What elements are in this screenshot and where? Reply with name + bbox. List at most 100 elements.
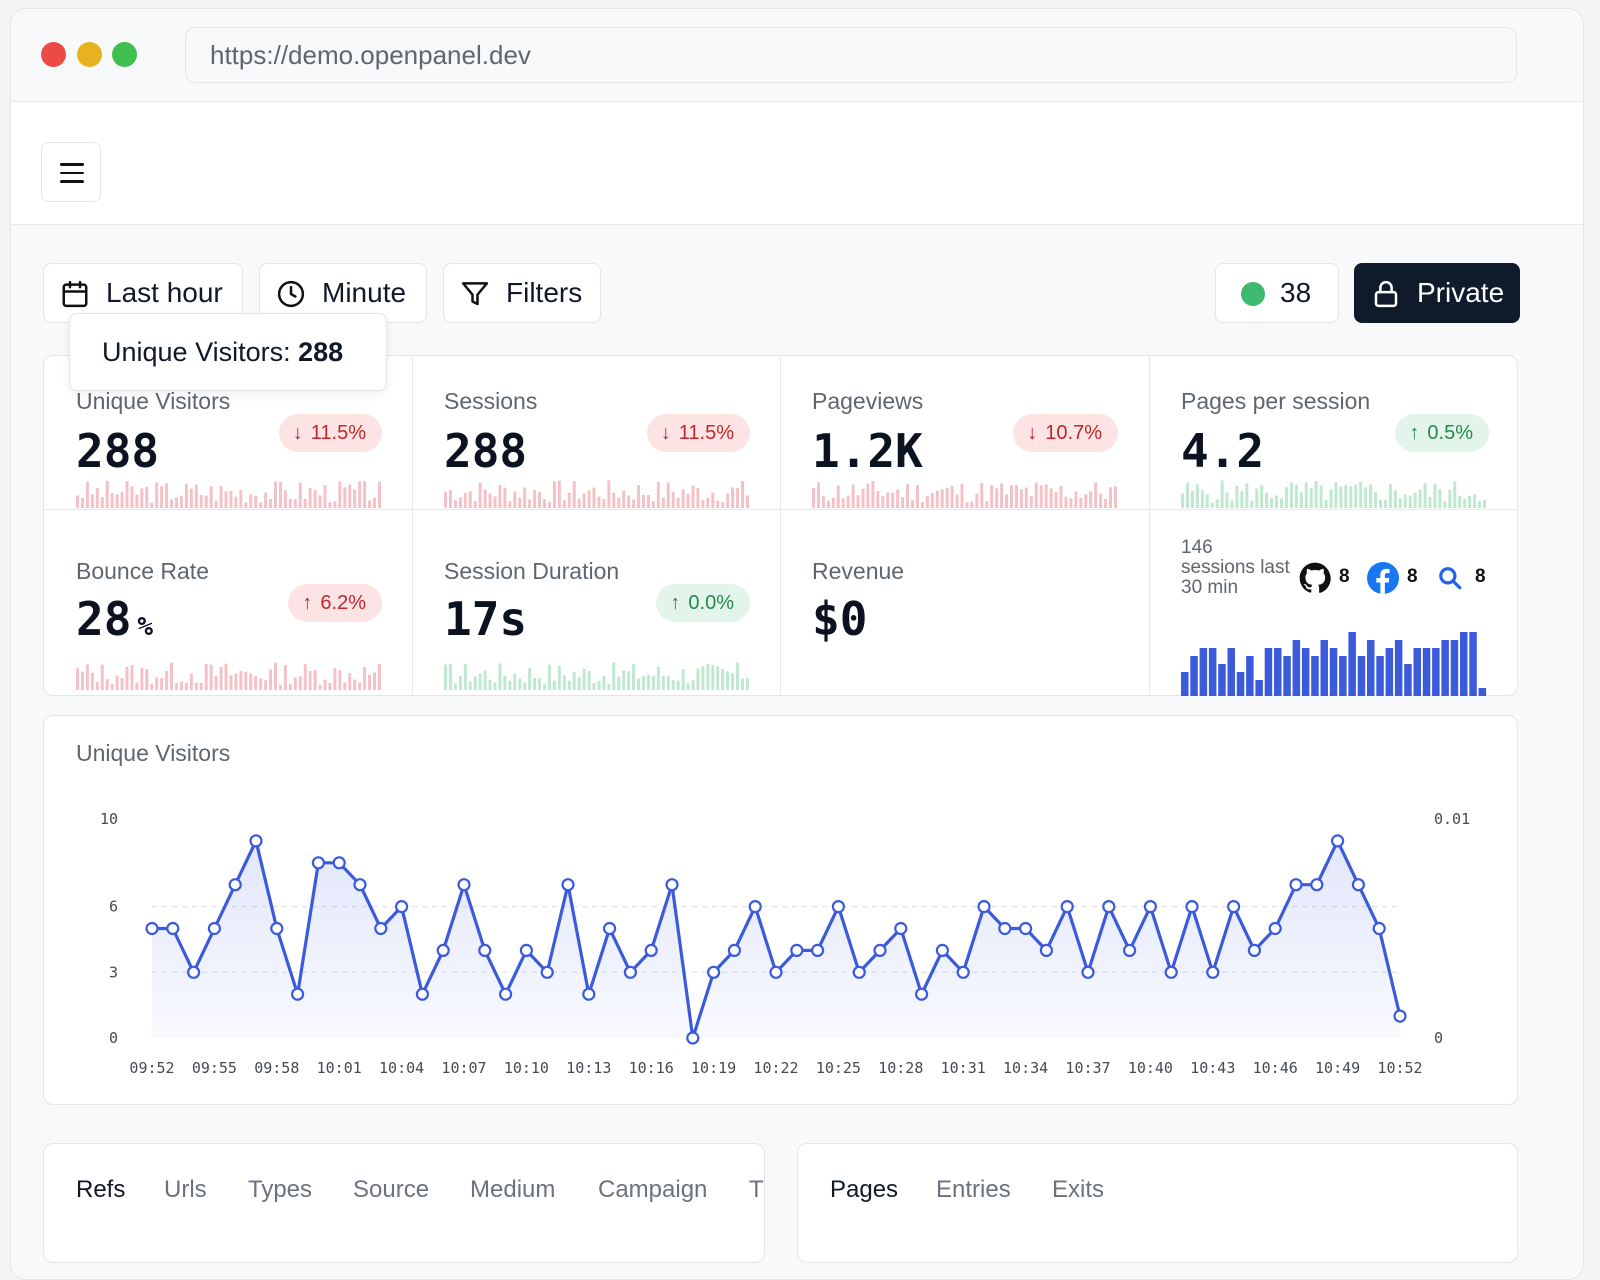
data-point (852, 965, 866, 979)
stat-card[interactable]: Revenue $0 (780, 510, 1148, 696)
data-point (478, 943, 492, 957)
tab-medium[interactable]: Medium (470, 1176, 556, 1203)
github-icon (1299, 562, 1331, 593)
data-point (415, 987, 429, 1001)
pages-panel: Pages Entries Exits (797, 1143, 1518, 1263)
realtime-bar (1450, 640, 1459, 696)
data-point (1351, 878, 1366, 892)
stat-value-text: 4.2 (1181, 424, 1265, 478)
data-point (623, 965, 638, 979)
data-point (602, 921, 617, 936)
x-tick-label: 10:13 (566, 1059, 611, 1077)
tab-types[interactable]: Types (248, 1176, 313, 1203)
data-point (291, 987, 305, 1001)
tab-exits[interactable]: Exits (1052, 1176, 1105, 1203)
tab-t[interactable]: T (749, 1176, 764, 1203)
top-navigation (11, 102, 1583, 225)
arrow-down-icon: ↓ (1027, 422, 1038, 444)
stat-value-text: 17s (444, 592, 528, 646)
chart-title: Unique Visitors (76, 740, 231, 766)
data-point (582, 987, 596, 1001)
tooltip-value: 288 (298, 337, 344, 367)
stat-card[interactable]: Session Duration 17s ↑ 0.0% (412, 510, 780, 696)
data-point (644, 943, 658, 957)
realtime-card[interactable]: 146 sessions last 30 min 8 8 (1149, 510, 1519, 696)
maximize-window-button[interactable] (112, 42, 137, 67)
filters-button[interactable]: Filters (443, 263, 601, 323)
stat-value: 17s (444, 592, 527, 646)
realtime-bar (1404, 664, 1412, 696)
realtime-bar (1227, 648, 1235, 696)
sparkline (444, 480, 749, 508)
change-value: 6.2% (320, 592, 366, 614)
stat-value: 288 (444, 424, 527, 478)
divider (1149, 356, 1150, 695)
chart-tooltip: Unique Visitors: 288 (69, 313, 387, 391)
data-point (270, 921, 284, 936)
unique-visitors-chart[interactable]: Unique Visitors 0 3 6 10 0 0.01 09:52 09:55 09:5… (43, 715, 1518, 1105)
stat-card[interactable]: Unique Visitors 288 ↓ 11.5% (44, 356, 412, 509)
stat-value-text: 28 (76, 592, 132, 646)
data-point (332, 856, 346, 870)
realtime-bar (1246, 656, 1254, 696)
change-badge: ↑ 6.2% (288, 584, 382, 622)
x-tick-label: 10:10 (504, 1059, 549, 1077)
stat-title: Pageviews (812, 388, 924, 414)
realtime-bar (1385, 648, 1394, 696)
close-window-button[interactable] (41, 42, 66, 67)
stat-card[interactable]: Bounce Rate 28% ↑ 6.2% (44, 510, 412, 696)
dashboard-content: Last hour Minute Filters 38 Private Uniq… (11, 225, 1583, 1279)
y-right-tick-label: 0 (1434, 1029, 1443, 1047)
data-point (540, 965, 554, 979)
sparkline (812, 481, 1117, 508)
stat-card[interactable]: Pageviews 1.2K ↓ 10.7% (780, 356, 1148, 509)
divider (780, 356, 781, 695)
stat-card[interactable]: Pages per session 4.2 ↑ 0.5% (1149, 356, 1519, 509)
data-point (145, 921, 159, 936)
search-icon (1439, 567, 1462, 590)
tab-entries[interactable]: Entries (936, 1176, 1011, 1203)
sparkline (76, 662, 381, 690)
stat-value: 4.2 (1181, 424, 1264, 478)
data-point (1247, 943, 1262, 957)
tab-pages[interactable]: Pages (830, 1176, 899, 1203)
data-point (457, 878, 471, 892)
address-bar[interactable]: https://demo.openpanel.dev (185, 27, 1517, 83)
x-tick-label: 10:31 (941, 1059, 986, 1077)
change-value: 11.5% (678, 422, 734, 444)
realtime-bar (1208, 648, 1217, 696)
realtime-bar (1283, 656, 1291, 696)
arrow-up-icon: ↑ (302, 592, 313, 614)
data-point (249, 834, 263, 848)
live-visitors-button[interactable]: 38 (1215, 263, 1339, 323)
stat-unit: % (137, 612, 154, 642)
tab-refs[interactable]: Refs (76, 1176, 126, 1203)
realtime-bar (1292, 640, 1301, 696)
data-point (894, 921, 908, 936)
data-point (436, 943, 450, 957)
data-point (1206, 965, 1220, 979)
data-point (1081, 965, 1095, 979)
realtime-bar (1432, 648, 1440, 696)
line-chart[interactable]: 0 3 6 10 0 0.01 09:52 09:55 09:58 10:01 10:04 10:07… (44, 716, 1517, 1104)
private-button[interactable]: Private (1354, 263, 1520, 323)
series-area (152, 840, 1400, 1038)
x-tick-label: 10:49 (1315, 1059, 1360, 1077)
tab-urls[interactable]: Urls (164, 1176, 207, 1203)
minimize-window-button[interactable] (77, 42, 102, 67)
x-tick-label: 10:34 (1003, 1059, 1048, 1077)
stats-grid: Unique Visitors 288 ↓ 11.5% Sessions 288 ↓ 11.5… (43, 355, 1518, 696)
stat-card[interactable]: Sessions 288 ↓ 11.5% (412, 356, 780, 509)
data-point (1393, 1009, 1407, 1023)
tab-campaign[interactable]: Campaign (598, 1176, 708, 1203)
realtime-bar (1255, 680, 1263, 696)
facebook-icon (1367, 562, 1399, 594)
realtime-bar (1357, 656, 1366, 696)
x-tick-label: 10:01 (317, 1059, 362, 1077)
data-point (1060, 900, 1074, 914)
interval-label: Minute (322, 277, 407, 308)
realtime-bar (1441, 640, 1449, 696)
tab-source[interactable]: Source (353, 1176, 430, 1203)
stat-value-text: 288 (444, 424, 528, 478)
menu-button[interactable] (41, 142, 101, 202)
